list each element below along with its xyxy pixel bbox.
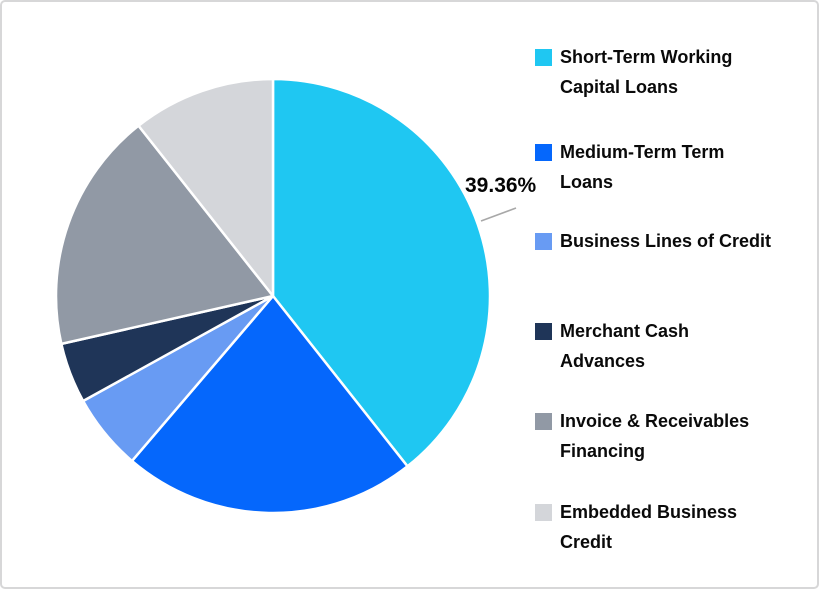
pie-slice-6	[137, 77, 275, 298]
legend-item-1: Short-Term Working Capital Loans	[535, 42, 807, 102]
legend-swatch-icon	[535, 413, 552, 430]
legend-swatch-icon	[535, 504, 552, 521]
pie-chart	[54, 77, 517, 515]
data-label-percentage: 39.36%	[465, 174, 537, 197]
legend-item-2: Medium-Term Term Loans	[535, 137, 807, 197]
legend-item-label: Merchant Cash Advances	[560, 321, 690, 371]
legend-item-5: Invoice & Receivables Financing	[535, 406, 807, 466]
pie-slice-5	[54, 124, 275, 346]
legend-item-label: Business Lines of Credit	[560, 231, 772, 251]
pie-slice-2	[130, 294, 409, 515]
legend-swatch-icon	[535, 233, 552, 250]
pie-slice-1	[271, 77, 492, 468]
legend-item-4: Merchant Cash Advances	[535, 316, 807, 376]
legend-item-label: Invoice & Receivables Financing	[560, 411, 750, 461]
legend-swatch-icon	[535, 144, 552, 161]
legend-item-6: Embedded Business Credit	[535, 497, 807, 557]
label-leader-line	[480, 207, 517, 222]
legend-item-label: Medium-Term Term Loans	[560, 142, 725, 192]
legend-swatch-icon	[535, 323, 552, 340]
legend-item-label: Embedded Business Credit	[560, 502, 738, 552]
legend-swatch-icon	[535, 49, 552, 66]
legend-item-3: Business Lines of Credit	[535, 226, 807, 256]
legend-item-label: Short-Term Working Capital Loans	[560, 47, 733, 97]
